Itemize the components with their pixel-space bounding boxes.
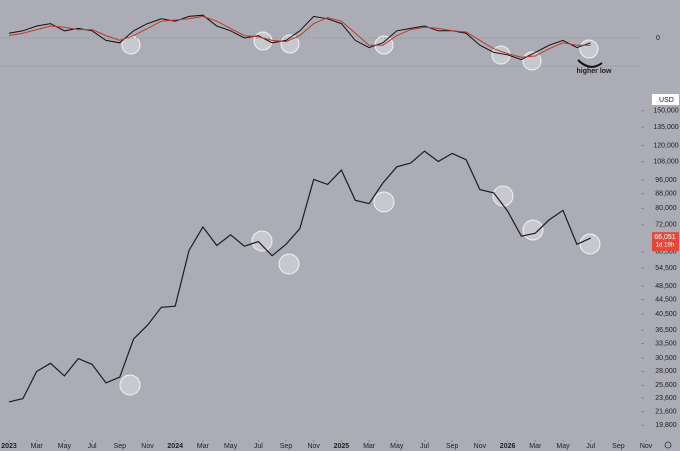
x-tick-label: Sep	[612, 443, 625, 450]
x-tick-label: May	[224, 443, 238, 450]
y-tick-label: 80,000	[655, 205, 677, 212]
price-tag-label: 66,051	[654, 234, 676, 241]
y-tick-label: 135,000	[653, 124, 678, 131]
x-tick-label: Jul	[254, 443, 263, 450]
x-tick-label: Nov	[307, 443, 320, 450]
highlight-circle	[491, 45, 511, 65]
y-tick-label: 96,000	[655, 177, 677, 184]
y-tick-label: 108,000	[653, 159, 678, 166]
highlight-circle	[373, 191, 395, 213]
series-line	[8, 150, 591, 403]
y-tick-label: 23,600	[655, 395, 677, 402]
annotation-swoosh	[577, 59, 603, 68]
y-tick-label: 19,800	[655, 422, 677, 429]
y-tick-label: 33,500	[655, 340, 677, 347]
x-tick-label: Nov	[141, 443, 154, 450]
y-tick-label: 30,500	[655, 355, 677, 362]
x-tick-label: 2023	[1, 443, 17, 450]
currency-box	[652, 94, 679, 105]
highlight-circle	[579, 39, 599, 59]
currency: USD	[659, 97, 674, 104]
x-tick-label: 2024	[167, 443, 183, 450]
x-tick-label: Mar	[363, 443, 376, 450]
y-tick-label: 25,600	[655, 382, 677, 389]
x-tick-label: Sep	[446, 443, 459, 450]
highlight-circle	[119, 374, 141, 396]
y-tick-label: 60,500	[655, 249, 677, 256]
highlight-circle	[579, 233, 601, 255]
y-tick-label: 36,500	[655, 327, 677, 334]
y-tick-label: 0	[656, 35, 660, 42]
x-tick-label: Sep	[114, 443, 127, 450]
highlight-circle	[280, 34, 300, 54]
x-tick-label: 2025	[334, 443, 350, 450]
series-line	[8, 15, 591, 58]
highlight-circle	[522, 219, 544, 241]
x-tick-label: Jul	[420, 443, 429, 450]
y-tick-label: 72,000	[655, 222, 677, 229]
y-tick-label: 48,500	[655, 283, 677, 290]
x-tick-label: May	[390, 443, 404, 450]
x-tick-label: Jul	[586, 443, 595, 450]
y-tick-label: 150,000	[653, 108, 678, 115]
x-tick-label: Jul	[88, 443, 97, 450]
y-tick-label: 44,500	[655, 296, 677, 303]
highlight-circle	[251, 230, 273, 252]
y-tick-label: 88,000	[655, 190, 677, 197]
x-tick-label: Nov	[640, 443, 653, 450]
y-tick-label: 54,500	[655, 265, 677, 272]
x-tick-label: 2026	[500, 443, 516, 450]
x-tick-label: Mar	[197, 443, 210, 450]
x-tick-label: Mar	[529, 443, 542, 450]
settings-icon[interactable]	[664, 441, 672, 449]
x-tick-label: May	[556, 443, 570, 450]
price-tag	[652, 232, 679, 252]
y-tick-label: 120,000	[653, 142, 678, 149]
highlight-circle	[278, 253, 300, 275]
highlight-circles	[119, 31, 601, 396]
series-line	[8, 14, 591, 61]
countdown: 1d 19h	[656, 243, 674, 249]
x-tick-label: Nov	[474, 443, 487, 450]
x-tick-label: May	[58, 443, 72, 450]
y-tick-label: 21,600	[655, 409, 677, 416]
y-tick-label: 40,500	[655, 311, 677, 318]
x-tick-label: Mar	[31, 443, 44, 450]
annotation: higher low	[577, 68, 613, 75]
x-tick-label: Sep	[280, 443, 293, 450]
y-tick-label: 28,000	[655, 368, 677, 375]
